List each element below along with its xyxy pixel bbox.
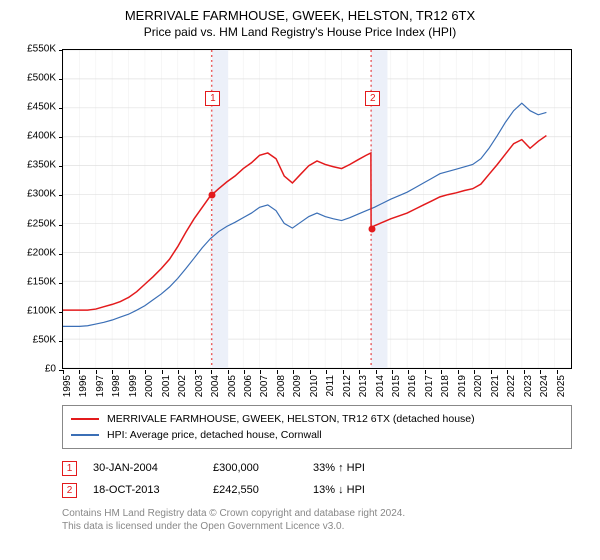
chart-container: MERRIVALE FARMHOUSE, GWEEK, HELSTON, TR1…	[0, 0, 600, 560]
x-tick-label: 1996	[78, 375, 89, 397]
x-tick-label: 2006	[243, 375, 254, 397]
y-tick-label: £550K	[27, 44, 56, 55]
sale-rows: 1 30-JAN-2004£300,00033% ↑ HPI 2 18-OCT-201…	[62, 457, 572, 501]
y-tick-label: £300K	[27, 189, 56, 200]
legend-swatch-price	[71, 418, 99, 420]
x-tick-label: 2024	[539, 375, 550, 397]
x-tick-label: 2012	[342, 375, 353, 397]
x-tick-label: 2009	[292, 375, 303, 397]
footnote-line: This data is licensed under the Open Gov…	[62, 520, 590, 533]
sale-row-2: 2 18-OCT-2013£242,55013% ↓ HPI	[62, 479, 572, 501]
plot-svg	[63, 50, 571, 368]
x-tick-label: 2022	[506, 375, 517, 397]
x-tick-label: 1999	[128, 375, 139, 397]
x-tick-label: 2018	[440, 375, 451, 397]
y-tick-label: £50K	[33, 334, 56, 345]
sale-row-marker: 2	[62, 483, 77, 498]
y-tick-label: £0	[45, 364, 56, 375]
x-tick-label: 2025	[556, 375, 567, 397]
sale-price: £242,550	[213, 484, 313, 496]
chart-area: £0 £50K £100K £150K £200K £250K £300K £350K £400…	[10, 45, 590, 403]
plot-region: 12	[62, 49, 572, 369]
footnote-line: Contains HM Land Registry data © Crown c…	[62, 507, 590, 520]
x-tick-label: 2011	[325, 375, 336, 397]
y-tick-label: £150K	[27, 276, 56, 287]
chart-title: MERRIVALE FARMHOUSE, GWEEK, HELSTON, TR1…	[10, 8, 590, 23]
y-tick-label: £100K	[27, 305, 56, 316]
x-axis: 1995 1996 1997 1998 1999 2000 2001 2002 2003 2004…	[62, 371, 572, 401]
x-tick-label: 1998	[111, 375, 122, 397]
y-tick-label: £500K	[27, 73, 56, 84]
x-tick-label: 2021	[490, 375, 501, 397]
sale-row-marker: 1	[62, 461, 77, 476]
legend-label-hpi: HPI: Average price, detached house, Corn…	[107, 429, 322, 441]
x-tick-label: 2005	[227, 375, 238, 397]
x-tick-label: 1997	[95, 375, 106, 397]
y-tick-label: £350K	[27, 160, 56, 171]
x-tick-label: 2000	[144, 375, 155, 397]
sale-marker-1: 1	[205, 91, 220, 106]
x-tick-label: 2015	[391, 375, 402, 397]
x-tick-label: 2007	[259, 375, 270, 397]
sale-date: 18-OCT-2013	[93, 484, 213, 496]
x-tick-label: 2019	[457, 375, 468, 397]
x-tick-label: 2010	[309, 375, 320, 397]
x-tick-label: 1995	[62, 375, 73, 397]
x-tick-label: 2013	[358, 375, 369, 397]
sale-dot-1	[209, 192, 216, 199]
legend-item-hpi: HPI: Average price, detached house, Corn…	[71, 427, 563, 443]
x-tick-label: 2014	[375, 375, 386, 397]
sale-price: £300,000	[213, 462, 313, 474]
sale-marker-2: 2	[365, 91, 380, 106]
legend-swatch-hpi	[71, 434, 99, 436]
sale-date: 30-JAN-2004	[93, 462, 213, 474]
x-tick-label: 2023	[523, 375, 534, 397]
sale-change: 13% ↓ HPI	[313, 484, 433, 496]
sale-row-1: 1 30-JAN-2004£300,00033% ↑ HPI	[62, 457, 572, 479]
x-tick-label: 2002	[177, 375, 188, 397]
y-tick-label: £450K	[27, 102, 56, 113]
chart-subtitle: Price paid vs. HM Land Registry's House …	[10, 25, 590, 39]
sale-dot-2	[369, 225, 376, 232]
x-tick-label: 2008	[276, 375, 287, 397]
y-tick-label: £200K	[27, 247, 56, 258]
y-tick-label: £250K	[27, 218, 56, 229]
legend-item-price: MERRIVALE FARMHOUSE, GWEEK, HELSTON, TR1…	[71, 411, 563, 427]
legend-label-price: MERRIVALE FARMHOUSE, GWEEK, HELSTON, TR1…	[107, 413, 475, 425]
x-tick-label: 2020	[473, 375, 484, 397]
legend: MERRIVALE FARMHOUSE, GWEEK, HELSTON, TR1…	[62, 405, 572, 449]
x-tick-label: 2004	[210, 375, 221, 397]
x-tick-label: 2017	[424, 375, 435, 397]
sale-change: 33% ↑ HPI	[313, 462, 433, 474]
y-tick-label: £400K	[27, 131, 56, 142]
x-tick-label: 2003	[194, 375, 205, 397]
footnotes: Contains HM Land Registry data © Crown c…	[62, 507, 590, 533]
y-axis: £0£50K£100K£150K£200K£250K£300K£350K£400…	[10, 49, 60, 369]
x-tick-label: 2016	[407, 375, 418, 397]
x-tick-label: 2001	[161, 375, 172, 397]
